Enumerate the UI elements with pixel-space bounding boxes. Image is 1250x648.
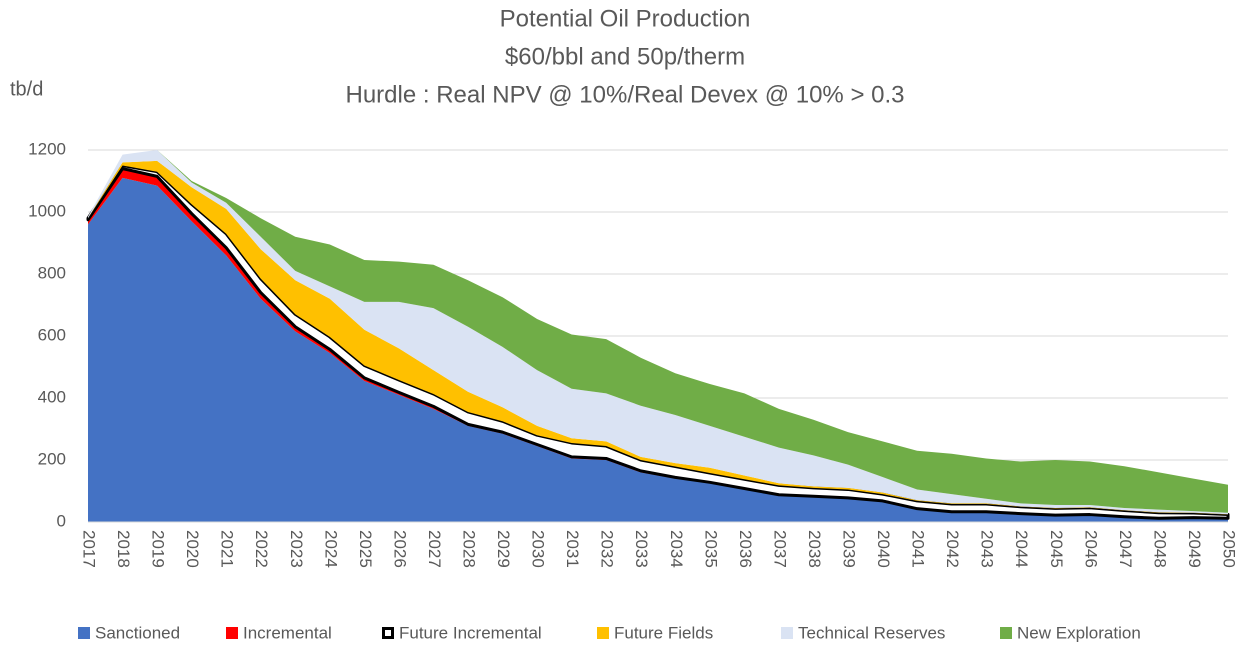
x-tick-label: 2042 — [943, 530, 962, 568]
x-tick-label: 2029 — [494, 530, 513, 568]
y-tick-label: 600 — [38, 325, 66, 344]
x-tick-label: 2036 — [736, 530, 755, 568]
x-tick-label: 2048 — [1150, 530, 1169, 568]
x-tick-label: 2038 — [805, 530, 824, 568]
chart-subtitle: Hurdle : Real NPV @ 10%/Real Devex @ 10%… — [346, 81, 905, 108]
x-tick-label: 2034 — [667, 530, 686, 568]
area — [88, 150, 1228, 515]
y-tick-label: 800 — [38, 263, 66, 282]
area — [88, 150, 1228, 513]
x-tick-label: 2021 — [218, 530, 237, 568]
x-tick-label: 2031 — [563, 530, 582, 568]
legend-label: New Exploration — [1017, 623, 1141, 642]
x-tick-label: 2017 — [80, 530, 99, 568]
legend-swatch — [226, 627, 238, 639]
x-tick-label: 2035 — [701, 530, 720, 568]
legend-swatch — [781, 627, 793, 639]
y-tick-label: 200 — [38, 449, 66, 468]
legend-label: Future Fields — [614, 623, 713, 642]
area — [88, 177, 1228, 522]
x-tick-label: 2020 — [183, 530, 202, 568]
legend-swatch — [78, 627, 90, 639]
area — [88, 168, 1228, 519]
legend-swatch — [597, 627, 609, 639]
x-tick-label: 2033 — [632, 530, 651, 568]
x-tick-label: 2026 — [390, 530, 409, 568]
area — [86, 164, 1230, 520]
x-tick-label: 2046 — [1081, 530, 1100, 568]
legend-label: Future Incremental — [399, 623, 542, 642]
x-tick-label: 2018 — [114, 530, 133, 568]
legend-label: Sanctioned — [95, 623, 180, 642]
x-tick-label: 2047 — [1116, 530, 1135, 568]
x-tick-label: 2043 — [978, 530, 997, 568]
y-tick-label: 0 — [57, 511, 66, 530]
x-tick-label: 2027 — [425, 530, 444, 568]
x-tick-label: 2023 — [287, 530, 306, 568]
x-tick-label: 2037 — [770, 530, 789, 568]
x-tick-label: 2030 — [529, 530, 548, 568]
chart-subtitle: $60/bbl and 50p/therm — [505, 43, 745, 70]
chart-title: Potential Oil Production — [500, 5, 751, 32]
legend-swatch — [382, 627, 394, 639]
y-tick-label: 1200 — [28, 139, 66, 158]
x-tick-label: 2049 — [1185, 530, 1204, 568]
x-tick-label: 2044 — [1012, 530, 1031, 568]
x-tick-label: 2019 — [149, 530, 168, 568]
x-tick-label: 2024 — [321, 530, 340, 568]
x-tick-label: 2040 — [874, 530, 893, 568]
x-tick-label: 2025 — [356, 530, 375, 568]
y-tick-label: 400 — [38, 387, 66, 406]
x-tick-label: 2022 — [252, 530, 271, 568]
x-tick-label: 2041 — [909, 530, 928, 568]
legend-label: Technical Reserves — [798, 623, 945, 642]
x-tick-label: 2050 — [1220, 530, 1239, 568]
y-axis-label: tb/d — [10, 78, 43, 100]
legend-swatch — [1000, 627, 1012, 639]
x-tick-label: 2045 — [1047, 530, 1066, 568]
legend-label: Incremental — [243, 623, 332, 642]
y-tick-label: 1000 — [28, 201, 66, 220]
x-tick-label: 2032 — [598, 530, 617, 568]
x-tick-label: 2028 — [460, 530, 479, 568]
x-tick-label: 2039 — [840, 530, 859, 568]
area — [88, 160, 1228, 515]
